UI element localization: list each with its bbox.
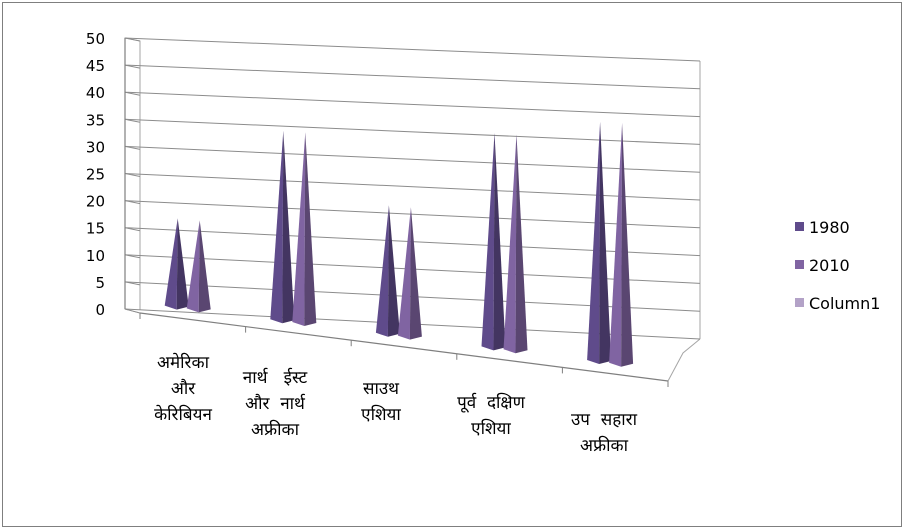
- gridline-side: [124, 173, 141, 177]
- gridline-side: [124, 254, 141, 259]
- legend-label: Column1: [809, 294, 880, 313]
- cone-face-right: [493, 133, 506, 351]
- cone-1980-2: [375, 205, 400, 337]
- y-tick-label: 10: [86, 247, 105, 265]
- legend-label: 1980: [809, 218, 850, 237]
- legend-swatch: [795, 222, 804, 231]
- x-category-label: साउथ एशिया: [361, 379, 401, 425]
- cone-face-left: [587, 121, 601, 364]
- x-category-line: एशिया: [471, 418, 511, 439]
- cone-face-left: [609, 122, 623, 367]
- gridline: [124, 118, 701, 145]
- cone-1980-3: [481, 133, 506, 351]
- gridline: [124, 64, 701, 90]
- cone-face-right: [282, 130, 295, 324]
- cone-2010-1: [292, 132, 317, 326]
- x-category-label: उप सहारा अफ्रीका: [571, 410, 638, 456]
- y-tick-label: 5: [95, 274, 105, 292]
- x-labels: अमेरिका और केरिबियन नार्थ ईस्ट और नार्थ अफ्री…: [154, 352, 638, 456]
- cone-face-right: [599, 121, 612, 364]
- y-tick-label: 40: [86, 84, 105, 102]
- y-tick-label: 45: [86, 57, 105, 75]
- cone-face-left: [481, 133, 495, 351]
- gridline-side: [124, 227, 141, 232]
- x-category-line: और नार्थ: [245, 393, 306, 414]
- x-category-line: अमेरिका: [157, 352, 210, 373]
- cone-face-right: [387, 205, 400, 337]
- cone-2010-2: [397, 207, 422, 340]
- floor-right-edge: [667, 338, 701, 382]
- y-tick-label: 0: [95, 301, 105, 319]
- x-category-line: एशिया: [361, 404, 401, 425]
- cone-face-right: [198, 220, 211, 313]
- cone-1980-4: [587, 121, 612, 364]
- cones: [164, 121, 634, 367]
- legend: 1980 2010 Column1: [795, 218, 880, 313]
- cone-face-left: [164, 218, 178, 310]
- cone-2010-3: [503, 134, 528, 354]
- gridline: [124, 37, 701, 62]
- y-tick-label: 35: [86, 111, 105, 129]
- gridline: [124, 91, 701, 118]
- gridline-side: [124, 64, 141, 69]
- x-category-line: नार्थ ईस्ट: [243, 367, 308, 388]
- cone-face-right: [304, 132, 317, 326]
- x-category-line: अफ्रीका: [580, 435, 629, 456]
- cone-1980-0: [164, 218, 189, 310]
- cone-face-right: [621, 122, 634, 367]
- y-tick-label: 15: [86, 220, 105, 238]
- y-tick-label: 20: [86, 193, 105, 211]
- cone-face-right: [409, 207, 422, 340]
- y-tick-label: 25: [86, 166, 105, 184]
- x-category-label: नार्थ ईस्ट और नार्थ अफ्रीका: [243, 367, 308, 440]
- x-category-line: पूर्व दक्षिण: [457, 392, 526, 413]
- chart-svg: 0 5 10 15 20 25 30 35 40 45 50 अमेरिका और केरिबियन नार…: [86, 30, 881, 456]
- x-category-line: उप सहारा: [571, 410, 638, 430]
- cone-face-left: [270, 130, 284, 324]
- gridlines: 0 5 10 15 20 25 30 35 40 45 50: [86, 30, 701, 340]
- cone-face-left: [397, 207, 411, 340]
- cone-face-left: [503, 134, 517, 354]
- cone-2010-4: [609, 122, 634, 367]
- gridline-side: [124, 145, 141, 150]
- legend-swatch: [795, 298, 804, 307]
- x-category-label: अमेरिका और केरिबियन: [154, 352, 212, 425]
- x-category-label: पूर्व दक्षिण एशिया: [457, 392, 526, 439]
- chart-floor: [125, 309, 700, 381]
- y-tick-label: 30: [86, 138, 105, 156]
- legend-swatch: [795, 260, 804, 269]
- cone-face-right: [515, 134, 528, 354]
- gridline-side: [124, 37, 141, 42]
- x-category-line: केरिबियन: [154, 404, 212, 425]
- x-category-line: और: [171, 378, 196, 399]
- y-tick-label: 50: [86, 30, 105, 48]
- gridline: [124, 173, 701, 201]
- gridline-side: [124, 308, 141, 314]
- cone-2010-0: [186, 220, 211, 313]
- gridline: [124, 200, 701, 229]
- legend-label: 2010: [809, 256, 850, 275]
- gridline: [124, 145, 701, 173]
- cone-face-left: [186, 220, 200, 313]
- gridline-side: [124, 91, 141, 96]
- cone-face-left: [292, 132, 306, 326]
- x-axis-line: [139, 312, 669, 382]
- gridline-side: [124, 281, 141, 286]
- gridline-side: [124, 118, 141, 123]
- x-category-line: साउथ: [363, 379, 400, 399]
- x-category-line: अफ्रीका: [251, 419, 300, 440]
- cone-face-left: [375, 205, 389, 337]
- gridline-side: [124, 200, 141, 205]
- cone-1980-1: [270, 130, 295, 324]
- cone-face-right: [176, 218, 189, 310]
